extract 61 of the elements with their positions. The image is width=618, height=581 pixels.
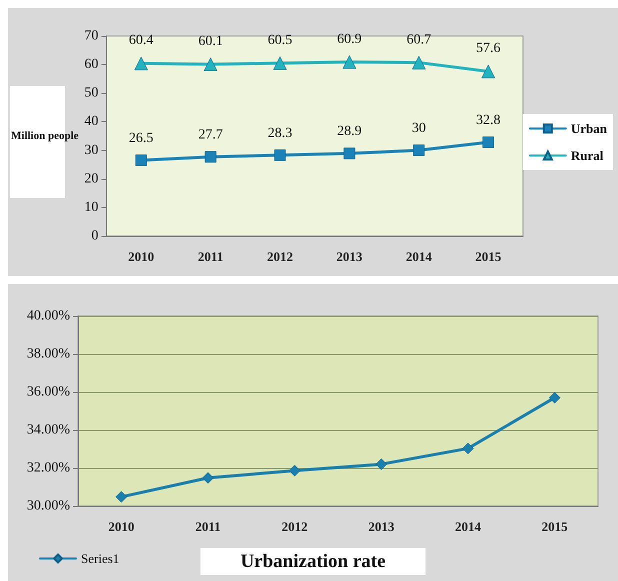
x-tick-label: 2011 (195, 519, 221, 534)
y-tick-label: 30.00% (26, 498, 70, 514)
legend-label: Series1 (81, 551, 120, 566)
data-label: 60.7 (406, 32, 432, 48)
x-tick-label: 2012 (282, 519, 308, 534)
point (462, 442, 474, 454)
point (274, 149, 286, 161)
y-axis-title: Million people (11, 130, 79, 142)
point (548, 392, 560, 404)
point (413, 144, 425, 156)
x-tick-label: 2013 (368, 519, 395, 534)
point (376, 458, 388, 470)
point (116, 491, 128, 503)
y-tick-label: 32.00% (26, 460, 70, 476)
point (342, 55, 356, 69)
x-tick-label: 2012 (267, 249, 293, 264)
y-tick-label: 10 (84, 200, 98, 215)
x-tick-label: 2015 (475, 249, 502, 264)
y-tick-label: 0 (91, 228, 98, 244)
y-tick-label: 40 (84, 114, 98, 130)
x-tick-label: 2014 (406, 249, 432, 264)
y-tick-label: 20 (84, 171, 98, 186)
x-tick-label: 2013 (336, 249, 363, 264)
point (202, 472, 214, 484)
data-label: 26.5 (128, 131, 154, 146)
point (135, 154, 147, 166)
y-tick-label: 50 (84, 86, 98, 101)
data-label: 27.7 (198, 128, 223, 143)
data-label: 57.6 (476, 41, 501, 56)
data-label: 32.8 (476, 113, 501, 128)
point (482, 64, 496, 78)
y-tick-label: 30 (84, 142, 98, 158)
x-tick-label: 2014 (455, 519, 482, 534)
x-tick-label: 2010 (128, 249, 154, 264)
point (482, 136, 494, 148)
data-label: 60.5 (268, 32, 292, 48)
y-tick-label: 70 (84, 28, 98, 44)
y-tick-label: 38.00% (26, 346, 70, 362)
data-label: 28.3 (268, 126, 292, 141)
point (134, 56, 148, 70)
point (273, 56, 287, 70)
point (412, 56, 426, 70)
point (204, 151, 216, 163)
y-tick-label: 36.00% (26, 384, 70, 400)
point (204, 58, 218, 72)
y-tick-label: 60 (84, 57, 98, 72)
legend-label: Urban (570, 121, 608, 136)
y-tick-label: 40.00% (26, 308, 70, 324)
x-tick-label: 2015 (542, 519, 568, 534)
data-label: 30 (412, 121, 426, 136)
legend-label: Rural (570, 148, 604, 163)
data-label: 28.9 (337, 124, 362, 140)
text: Urbanization rate (240, 551, 386, 572)
x-tick-label: 2010 (108, 519, 134, 534)
data-label: 60.4 (128, 33, 154, 48)
y-tick-label: 34.00% (26, 422, 70, 438)
point (288, 464, 300, 476)
x-tick-label: 2011 (198, 249, 224, 264)
data-label: 60.9 (337, 32, 362, 47)
point (344, 148, 356, 160)
data-label: 60.1 (198, 34, 223, 50)
